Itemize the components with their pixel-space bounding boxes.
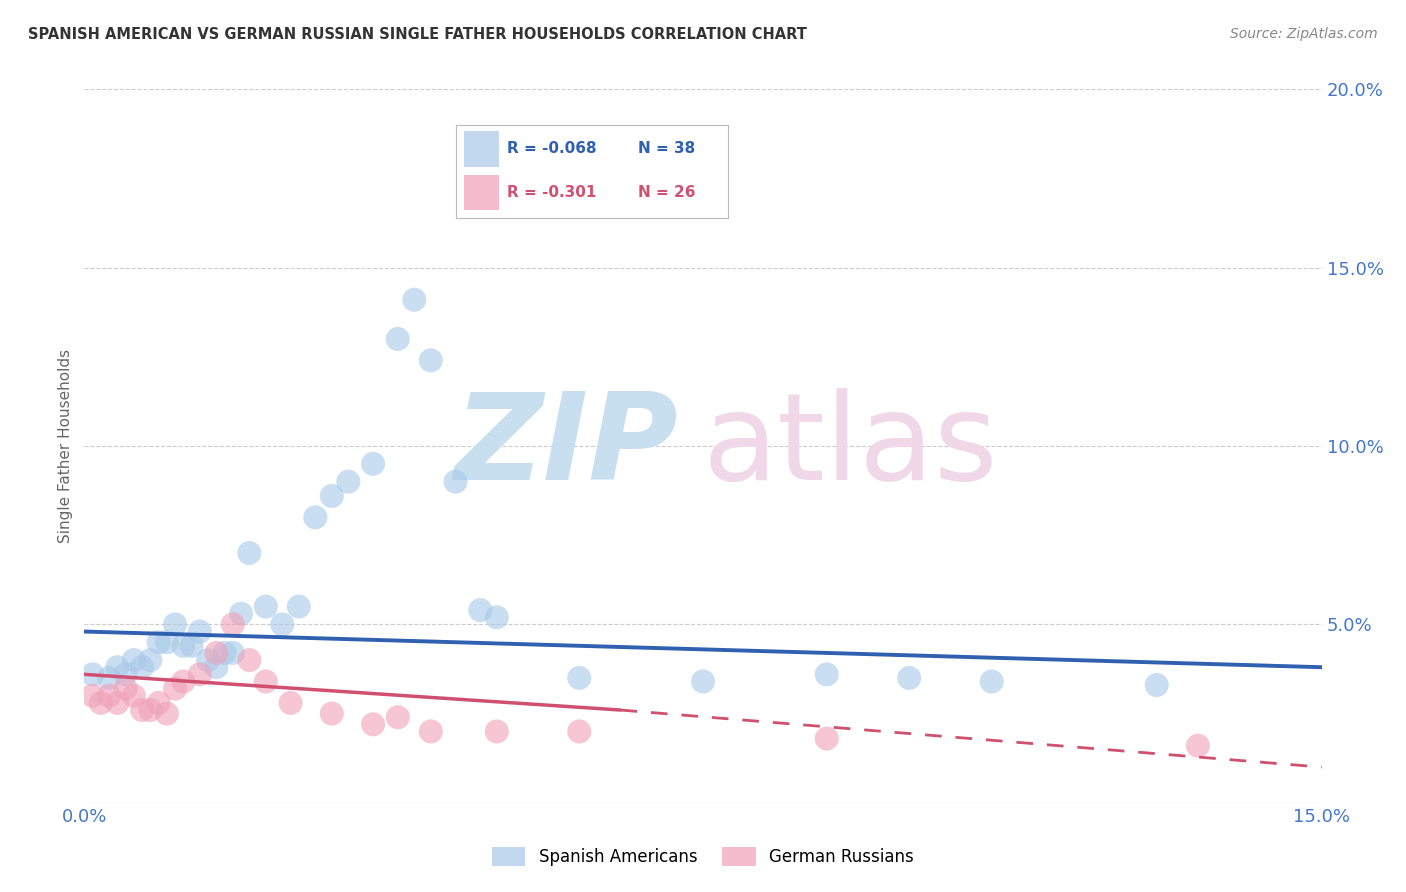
Point xyxy=(815,667,838,681)
Point xyxy=(139,653,162,667)
Text: ZIP: ZIP xyxy=(454,387,678,505)
Point xyxy=(165,681,187,696)
Point xyxy=(254,599,277,614)
Point xyxy=(82,689,104,703)
Bar xyxy=(464,175,499,211)
Point xyxy=(156,635,179,649)
Point xyxy=(222,617,245,632)
Point xyxy=(114,681,136,696)
Point xyxy=(444,475,467,489)
Text: N = 26: N = 26 xyxy=(638,186,696,200)
Point xyxy=(131,703,153,717)
Bar xyxy=(464,131,499,167)
Point xyxy=(205,646,228,660)
Point xyxy=(280,696,302,710)
Point xyxy=(692,674,714,689)
Point xyxy=(148,635,170,649)
Point xyxy=(404,293,426,307)
Point xyxy=(361,717,384,731)
Point xyxy=(254,674,277,689)
Point xyxy=(165,617,187,632)
Point xyxy=(321,489,343,503)
Point xyxy=(304,510,326,524)
Point xyxy=(568,724,591,739)
Text: R = -0.068: R = -0.068 xyxy=(508,142,598,156)
Point xyxy=(205,660,228,674)
Point xyxy=(321,706,343,721)
Point xyxy=(82,667,104,681)
Point xyxy=(1146,678,1168,692)
Point xyxy=(1187,739,1209,753)
Point xyxy=(98,689,121,703)
Point xyxy=(98,671,121,685)
Text: N = 38: N = 38 xyxy=(638,142,695,156)
Point xyxy=(898,671,921,685)
Point xyxy=(238,546,260,560)
Point xyxy=(568,671,591,685)
Point xyxy=(139,703,162,717)
Point xyxy=(188,624,211,639)
Text: atlas: atlas xyxy=(703,387,998,505)
Legend: Spanish Americans, German Russians: Spanish Americans, German Russians xyxy=(485,840,921,873)
Point xyxy=(105,660,128,674)
Point xyxy=(122,653,145,667)
Point xyxy=(980,674,1002,689)
Point xyxy=(148,696,170,710)
Point xyxy=(361,457,384,471)
Text: R = -0.301: R = -0.301 xyxy=(508,186,596,200)
Point xyxy=(229,607,252,621)
Point xyxy=(156,706,179,721)
Point xyxy=(197,653,219,667)
Point xyxy=(470,603,492,617)
Point xyxy=(114,667,136,681)
Point xyxy=(188,667,211,681)
Point xyxy=(419,724,441,739)
Point xyxy=(815,731,838,746)
Point xyxy=(238,653,260,667)
Point xyxy=(172,674,194,689)
Point xyxy=(180,639,202,653)
Point xyxy=(214,646,236,660)
Point xyxy=(387,710,409,724)
Point xyxy=(288,599,311,614)
Point xyxy=(172,639,194,653)
Y-axis label: Single Father Households: Single Father Households xyxy=(58,349,73,543)
Point xyxy=(122,689,145,703)
Text: SPANISH AMERICAN VS GERMAN RUSSIAN SINGLE FATHER HOUSEHOLDS CORRELATION CHART: SPANISH AMERICAN VS GERMAN RUSSIAN SINGL… xyxy=(28,27,807,42)
Point xyxy=(387,332,409,346)
Point xyxy=(271,617,294,632)
Point xyxy=(485,724,508,739)
Point xyxy=(337,475,360,489)
Point xyxy=(419,353,441,368)
Point xyxy=(222,646,245,660)
Text: Source: ZipAtlas.com: Source: ZipAtlas.com xyxy=(1230,27,1378,41)
Point xyxy=(131,660,153,674)
Point xyxy=(485,610,508,624)
Point xyxy=(90,696,112,710)
Point xyxy=(105,696,128,710)
